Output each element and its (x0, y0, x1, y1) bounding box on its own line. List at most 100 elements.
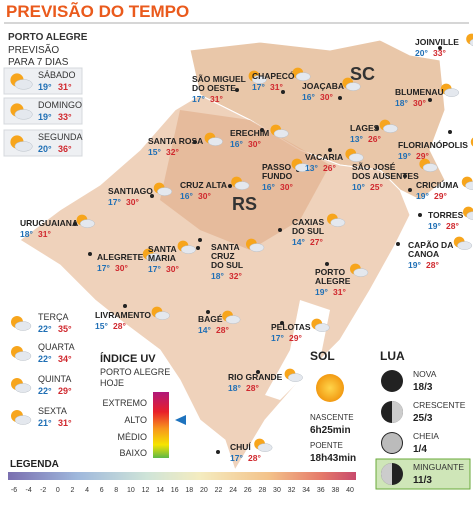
weather-cloud (257, 443, 273, 452)
city-dot (328, 148, 332, 152)
uv-scale (153, 392, 169, 458)
moon-date: 25/3 (413, 413, 433, 424)
title: PREVISÃO DO TEMPO (6, 1, 189, 21)
sunrise-label: NASCENTE (310, 413, 354, 422)
city-name: CAPÃO DA (408, 240, 453, 250)
forecast-max: 35° (58, 324, 72, 334)
forecast-day: SÁBADO (38, 70, 76, 80)
legend-tick: -2 (40, 487, 46, 494)
city-name: DO OESTE (192, 83, 236, 93)
moon-icon (381, 370, 403, 392)
legend-tick: 36 (317, 487, 325, 494)
weather-cloud (295, 72, 311, 81)
weather-cloud (146, 253, 162, 262)
subtitle: PREVISÃO (8, 43, 59, 56)
city-max: 26° (323, 163, 336, 173)
city-dot (338, 96, 342, 100)
weather-cloud (422, 163, 438, 172)
moon-date: 11/3 (413, 475, 432, 486)
weather-cloud (14, 141, 33, 152)
city-min: 16° (230, 139, 243, 149)
weather-cloud (382, 124, 398, 133)
city-max: 28° (446, 221, 459, 231)
city-name: LAGES (350, 123, 380, 133)
city-max: 30° (115, 263, 128, 273)
city-min: 13° (350, 134, 363, 144)
city-dot (325, 262, 329, 266)
weather-cloud (14, 79, 33, 90)
city-min: 19° (428, 221, 441, 231)
city-dot (408, 188, 412, 192)
city-min: 17° (148, 264, 161, 274)
city-dot (280, 321, 284, 325)
city-name: ERECHIM (230, 128, 269, 138)
legend-tick: 38 (331, 487, 339, 494)
moon-date: 18/3 (413, 382, 433, 393)
uv-marker (175, 415, 186, 425)
city-dot (428, 98, 432, 102)
city-name: DOS AUSENTES (352, 171, 419, 181)
city-name: PELOTAS (271, 322, 311, 332)
city-min: 14° (198, 325, 211, 335)
city-name: CANOA (408, 249, 439, 259)
city-name: LIVRAMENTO (95, 310, 151, 320)
city-min: 10° (352, 182, 365, 192)
city-min: 18° (211, 271, 224, 281)
city-dot (193, 140, 197, 144)
weather-cloud (154, 311, 170, 320)
state-label: RS (232, 194, 257, 214)
city-dot (196, 246, 200, 250)
city-name: SÃO JOSÉ (352, 162, 396, 172)
city-name: CHAPECÓ (252, 70, 295, 81)
forecast-min: 20° (38, 144, 52, 154)
legend-tick: 2 (70, 487, 74, 494)
city-name: SÃO MIGUEL (192, 74, 246, 84)
city-dot (88, 252, 92, 256)
city-name: CAXIAS (292, 217, 324, 227)
city-name: SANTA (148, 244, 177, 254)
forecast-min: 22° (38, 324, 52, 334)
city-max: 32° (229, 271, 242, 281)
weather-cloud (273, 129, 289, 138)
city-min: 19° (315, 287, 328, 297)
city-min: 17° (271, 333, 284, 343)
city-max: 28° (246, 383, 259, 393)
city-dot (403, 174, 407, 178)
city-name: CRUZ ALTA (180, 180, 227, 190)
city-dot (260, 128, 264, 132)
weather-cloud (251, 75, 267, 84)
weather-cloud (234, 181, 250, 190)
city-max: 27° (310, 237, 323, 247)
city-max: 29° (434, 191, 447, 201)
legend-tick: 40 (346, 487, 354, 494)
legend-tick: 0 (56, 487, 60, 494)
sunset-label: POENTE (310, 441, 343, 450)
city-min: 19° (408, 260, 421, 270)
city-dot (235, 88, 239, 92)
legend-tick: 8 (114, 487, 118, 494)
uv-subtitle: HOJE (100, 378, 124, 388)
uv-level: BAIXO (119, 448, 147, 458)
sun-icon (316, 374, 344, 402)
city-dot (418, 213, 422, 217)
header-rule (4, 22, 469, 24)
legend-tick: 4 (85, 487, 89, 494)
moon-date: 1/4 (413, 444, 427, 455)
city-name: ALEGRE (315, 276, 351, 286)
weather-cloud (14, 415, 32, 425)
city-min: 16° (180, 191, 193, 201)
city-min: 17° (97, 263, 110, 273)
city-min: 14° (292, 237, 305, 247)
legend-tick: 32 (288, 487, 296, 494)
city-min: 17° (230, 453, 243, 463)
moon-lit (392, 401, 403, 423)
legend-tick: 24 (229, 487, 237, 494)
city-max: 31° (270, 82, 283, 92)
uv-level: ALTO (124, 415, 147, 425)
city-max: 28° (426, 260, 439, 270)
city-dot (375, 126, 379, 130)
legend-tick: 16 (171, 487, 179, 494)
weather-cloud (79, 219, 95, 228)
weather-cloud (457, 241, 473, 250)
